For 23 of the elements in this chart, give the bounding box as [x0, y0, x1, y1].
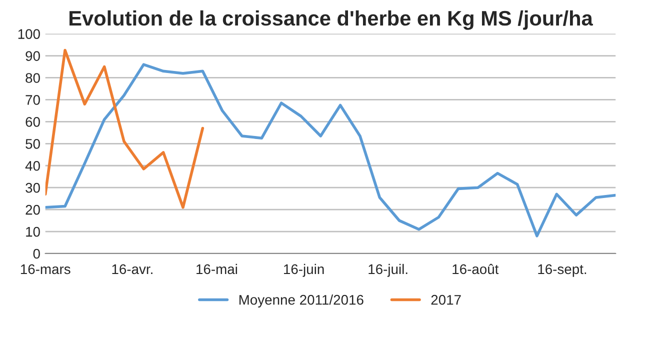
y-tick-label: 20: [26, 204, 40, 215]
y-tick-label: 100: [18, 29, 40, 39]
x-tick-label: 16-avr.: [112, 264, 152, 274]
chart-title: Evolution de la croissance d'herbe en Kg MS /jour/ha: [70, 10, 593, 30]
line-series: [45, 63, 616, 238]
x-tick-label: 16-mai: [196, 264, 238, 274]
legend-label: Moyenne 2011/2016: [239, 294, 364, 308]
x-tick-label: 16-mars: [20, 264, 70, 274]
line-series: [45, 48, 204, 209]
y-tick-label: 40: [25, 160, 40, 171]
y-tick-label: 0: [33, 248, 40, 259]
y-tick-label: 70: [26, 95, 40, 105]
x-tick-label: 16-août: [452, 264, 499, 274]
x-tick-label: 16-sept.: [538, 264, 586, 277]
y-tick-label: 60: [26, 117, 40, 127]
x-tick-label: 16-juin: [284, 264, 324, 277]
x-tick-label: 16-juil.: [368, 264, 408, 277]
y-tick-label: 30: [26, 182, 40, 193]
y-tick-label: 50: [26, 138, 40, 149]
y-tick-label: 10: [26, 226, 40, 237]
y-tick-label: 90: [26, 51, 40, 61]
legend-label: 2017: [431, 294, 461, 305]
y-tick-label: 80: [26, 73, 40, 83]
